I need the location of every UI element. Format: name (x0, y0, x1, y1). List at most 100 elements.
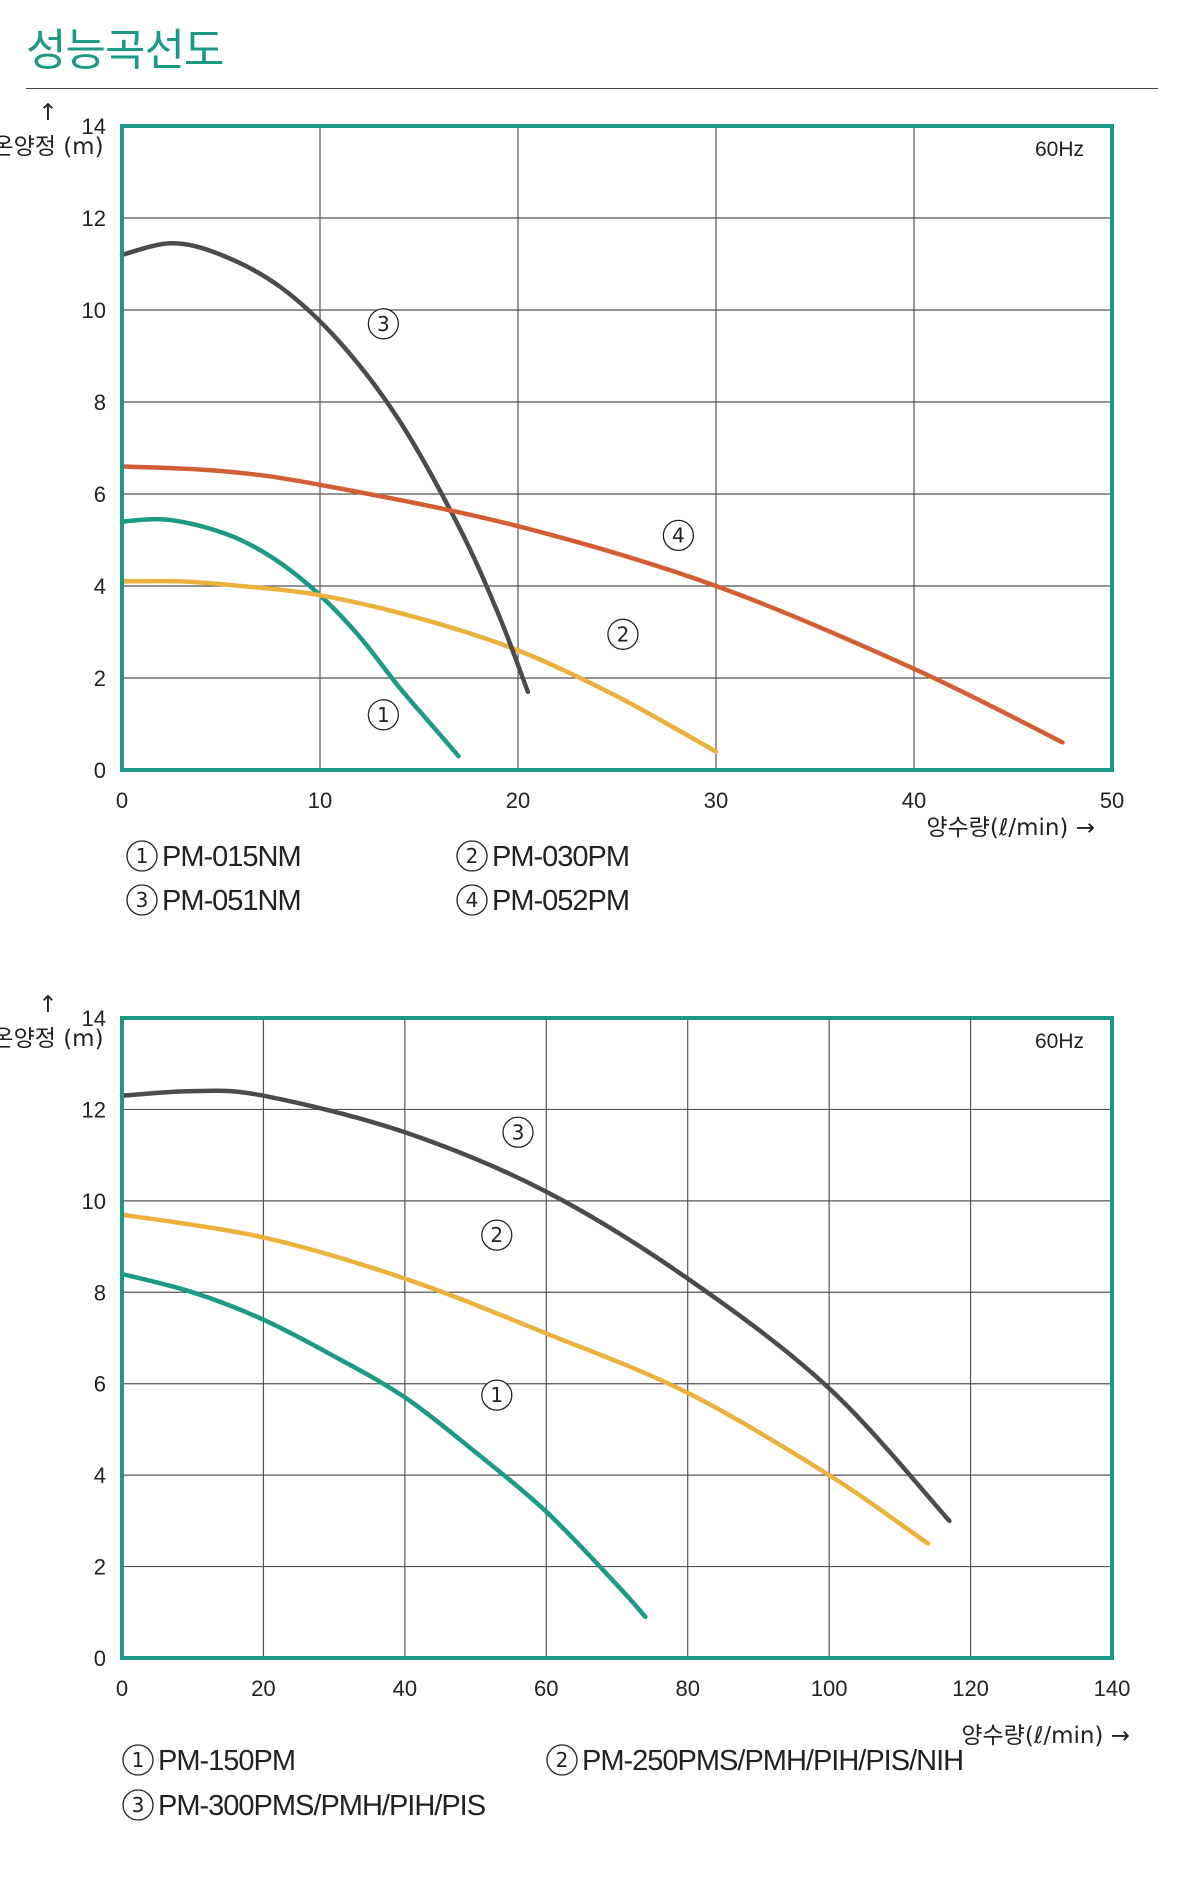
series-marker-number: 2 (490, 1223, 503, 1247)
series-line-2 (119, 1212, 931, 1546)
series-line-1 (119, 516, 461, 759)
x-tick-label: 100 (811, 1676, 848, 1701)
y-tick-label: 10 (82, 1189, 106, 1214)
frequency-label: 60Hz (1035, 138, 1084, 161)
y-axis-unit: 온양정 (m) (0, 134, 104, 160)
legend-label: PM-300PMS/PMH/PIH/PIS (158, 1790, 486, 1822)
legend-marker-circle (126, 840, 158, 872)
legend-marker-circle (456, 884, 488, 916)
series-line-4 (119, 464, 1065, 745)
x-tick-label: 20 (506, 788, 530, 813)
plot-frame (120, 124, 1114, 772)
plot-frame (120, 1016, 1114, 1660)
series-marker-number: 3 (512, 1120, 525, 1144)
x-tick-label: 60 (534, 1676, 558, 1701)
legend: 1 PM-150PM 2 PM-250PMS/PMH/PIH/PIS/NIH 3 PM-3… (122, 1744, 964, 1822)
y-tick-label: 4 (94, 1463, 106, 1488)
series-marker-circle (607, 618, 639, 650)
series-marker-3: 3 (367, 308, 400, 340)
legend-marker-number: 4 (466, 888, 479, 912)
legend-item: 2 PM-030PM (456, 840, 630, 873)
grid (122, 1018, 1112, 1658)
y-tick-label: 6 (94, 1372, 106, 1397)
legend-marker-number: 3 (132, 1793, 145, 1817)
series-marker-2: 2 (607, 618, 639, 650)
x-tick-label: 40 (393, 1676, 417, 1701)
y-axis-label: ↑ 온양정 (m) (0, 992, 104, 1052)
y-tick-label: 10 (82, 298, 106, 323)
legend-marker-circle (456, 840, 488, 872)
legend-item: 3 PM-300PMS/PMH/PIH/PIS (122, 1789, 487, 1822)
legend-marker-circle (122, 1789, 154, 1821)
series-marker-circle (502, 1116, 534, 1148)
legend-label: PM-150PM (158, 1745, 295, 1777)
x-tick-label: 20 (251, 1676, 275, 1701)
x-tick-label: 30 (704, 788, 728, 813)
y-tick-label: 8 (94, 390, 106, 415)
y-axis-label: ↑ 온양정 (m) (0, 100, 104, 160)
legend-marker-circle (126, 884, 158, 916)
series-marker-circle (367, 699, 400, 731)
x-axis-label: 양수량(ℓ/min) → (961, 1723, 1130, 1749)
legend-label: PM-250PMS/PMH/PIH/PIS/NIH (582, 1745, 963, 1777)
legend-item: 4 PM-052PM (456, 884, 630, 917)
x-tick-label: 80 (675, 1676, 699, 1701)
legend-marker-number: 2 (466, 844, 479, 868)
y-tick-label: 2 (94, 1555, 106, 1580)
series-line-3 (119, 241, 531, 695)
legend-item: 1 PM-015NM (126, 840, 302, 873)
y-tick-label: 8 (94, 1280, 106, 1305)
series-marker-number: 4 (672, 523, 685, 547)
series-marker-circle (367, 308, 400, 340)
series-marker-1: 1 (367, 699, 400, 731)
legend-marker-circle (546, 1744, 578, 1776)
series-line-2 (119, 578, 719, 754)
x-tick-label: 0 (116, 788, 128, 813)
legend-label: PM-030PM (492, 841, 629, 873)
x-tick-label: 140 (1094, 1676, 1131, 1701)
series-marker-circle (662, 519, 695, 552)
y-tick-label: 12 (82, 1097, 106, 1122)
x-tick-label: 10 (308, 788, 332, 813)
page-title: 성능곡선도 (26, 25, 224, 76)
y-tick-label: 14 (82, 114, 106, 139)
legend-label: PM-052PM (492, 885, 629, 917)
legend-marker-number: 1 (132, 1748, 145, 1772)
title-divider (26, 88, 1158, 89)
legend-label: PM-051NM (162, 885, 301, 917)
y-tick-label: 0 (94, 1646, 106, 1671)
legend-item: 3 PM-051NM (126, 884, 302, 917)
legend-marker-number: 3 (136, 888, 149, 912)
series-marker-circle (481, 1219, 513, 1251)
legend: 1 PM-015NM 2 PM-030PM 3 PM-051NM 4 PM-052PM (126, 840, 630, 917)
series-marker-number: 3 (377, 312, 390, 336)
y-axis-label-char: ↑ (38, 992, 57, 1018)
x-tick-label: 50 (1100, 788, 1124, 813)
y-tick-label: 4 (94, 574, 106, 599)
frequency-label: 60Hz (1035, 1030, 1084, 1053)
legend-marker-circle (122, 1744, 154, 1776)
y-tick-label: 0 (94, 758, 106, 783)
series-marker-2: 2 (481, 1219, 513, 1251)
legend-label: PM-015NM (162, 841, 301, 873)
y-tick-label: 2 (94, 666, 106, 691)
x-axis-label: 양수량(ℓ/min) → (926, 815, 1095, 841)
y-tick-label: 12 (82, 206, 106, 231)
y-axis-label-char: ↑ (38, 100, 57, 126)
series-line-1 (119, 1271, 648, 1620)
series-marker-circle (481, 1379, 513, 1411)
x-tick-label: 0 (116, 1676, 128, 1701)
series-marker-1: 1 (481, 1379, 513, 1411)
y-tick-label: 6 (94, 482, 106, 507)
series-marker-number: 1 (490, 1383, 503, 1407)
series-line-3 (119, 1088, 952, 1524)
y-axis-unit: 온양정 (m) (0, 1026, 104, 1052)
y-tick-label: 14 (82, 1006, 106, 1031)
x-tick-label: 40 (902, 788, 926, 813)
legend-item: 1 PM-150PM (122, 1744, 296, 1777)
x-tick-label: 120 (952, 1676, 989, 1701)
series-marker-number: 1 (377, 703, 390, 727)
legend-item: 2 PM-250PMS/PMH/PIH/PIS/NIH (546, 1744, 964, 1777)
series-marker-number: 2 (617, 622, 630, 646)
